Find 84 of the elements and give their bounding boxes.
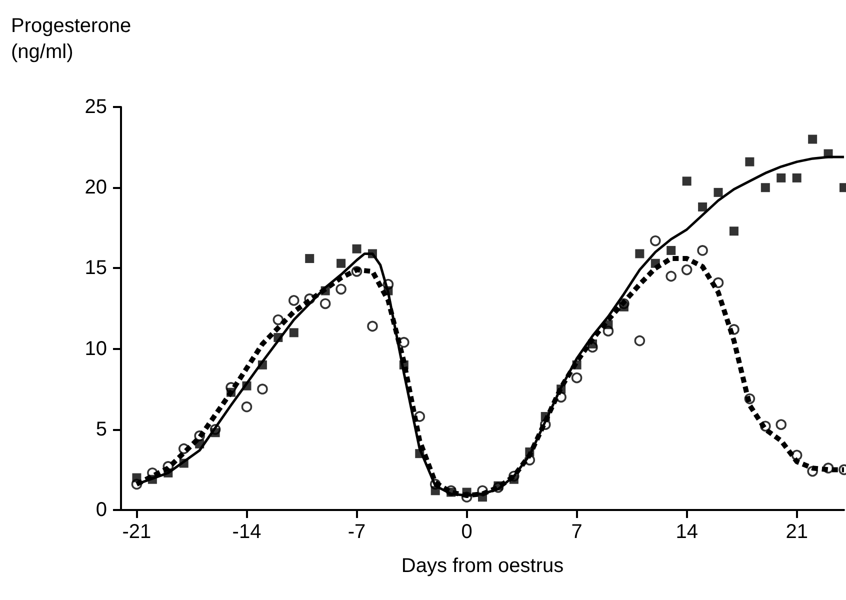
point (398, 336, 410, 348)
point (257, 384, 268, 394)
point (415, 449, 424, 458)
x-tick-label: -21 (122, 521, 152, 543)
x-axis-title: Days from oestrus (401, 555, 564, 577)
y-axis-title: Progesterone (ng/ml) (11, 15, 132, 63)
point (572, 360, 582, 370)
point (744, 393, 756, 404)
point (524, 454, 536, 466)
point (729, 226, 738, 236)
point (618, 298, 630, 310)
point (807, 466, 818, 477)
point (681, 264, 692, 276)
point (587, 342, 598, 353)
point (697, 245, 708, 256)
point (745, 157, 754, 166)
point (666, 246, 676, 255)
point (508, 470, 520, 482)
point (289, 328, 298, 338)
point (602, 326, 614, 336)
y-tick-label: 25 (84, 96, 107, 118)
x-tick-label: -7 (348, 521, 366, 543)
point (698, 202, 708, 212)
point (556, 392, 566, 403)
point (382, 278, 394, 290)
point (399, 360, 408, 370)
point (776, 419, 787, 430)
point (336, 284, 346, 295)
point (634, 335, 646, 346)
point (714, 188, 723, 197)
y-tick-label: 20 (84, 176, 107, 199)
point (210, 424, 221, 435)
point (792, 173, 802, 182)
point (226, 382, 236, 393)
point (760, 183, 770, 192)
point (461, 492, 472, 502)
point (336, 258, 346, 268)
point (760, 420, 771, 432)
point (162, 461, 174, 472)
x-tick-label: 0 (461, 521, 472, 543)
point (728, 324, 740, 335)
y-tick-label: 10 (84, 338, 107, 360)
point (492, 482, 504, 493)
point (712, 277, 724, 288)
point (776, 173, 786, 182)
point (682, 176, 692, 186)
point (635, 249, 644, 258)
point (571, 372, 582, 384)
point (272, 314, 284, 326)
y-tick-label: 5 (96, 418, 107, 440)
point (368, 249, 377, 258)
point (650, 258, 660, 268)
point (242, 381, 252, 390)
point (147, 468, 158, 478)
point (540, 419, 551, 430)
point (131, 478, 142, 490)
point (178, 443, 190, 454)
x-tick-label: 7 (571, 521, 582, 543)
point (351, 266, 362, 277)
point (274, 333, 283, 342)
point (666, 270, 677, 282)
y-tick-label: 15 (84, 257, 107, 280)
point (288, 295, 300, 306)
point (808, 134, 818, 144)
point (320, 298, 331, 310)
x-tick-label: 21 (786, 521, 808, 543)
point (791, 450, 802, 461)
point (305, 254, 314, 264)
point (414, 411, 426, 422)
point (430, 478, 441, 490)
point (352, 244, 362, 254)
point (194, 430, 205, 442)
y-tick-label: 0 (96, 499, 107, 521)
point (258, 360, 267, 370)
x-tick-label: 14 (676, 521, 698, 543)
point (241, 401, 252, 412)
point (179, 458, 188, 468)
point (320, 286, 330, 296)
point (650, 235, 661, 246)
point (824, 149, 833, 158)
point (477, 485, 488, 496)
point (367, 320, 378, 332)
x-tick-label: -14 (232, 521, 262, 543)
point (822, 462, 834, 474)
